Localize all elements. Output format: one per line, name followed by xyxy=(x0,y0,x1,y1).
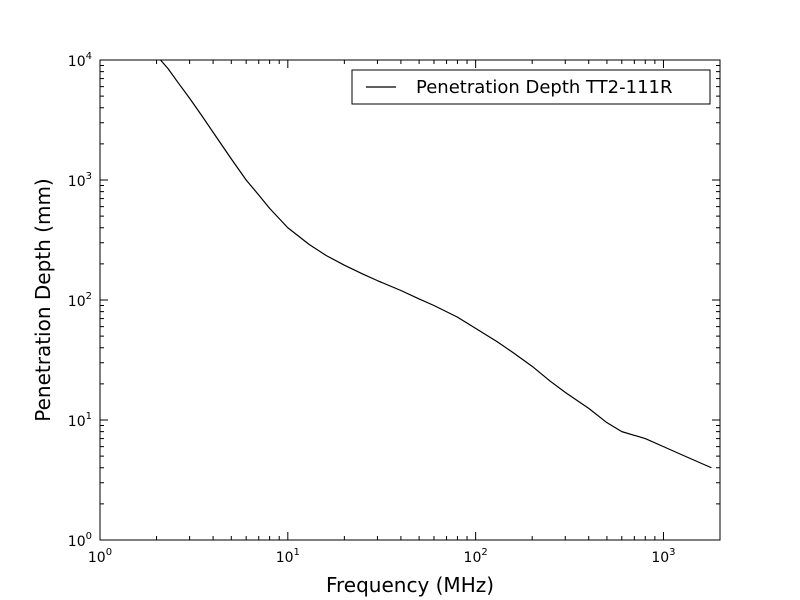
y-tick-label: 100 xyxy=(68,531,92,550)
x-tick-label: 100 xyxy=(88,547,112,566)
y-tick-label: 104 xyxy=(68,51,92,70)
x-tick-label: 101 xyxy=(276,547,300,566)
y-axis-title: Penetration Depth (mm) xyxy=(31,178,55,421)
legend-label: Penetration Depth TT2-111R xyxy=(416,77,673,98)
x-tick-label: 102 xyxy=(464,547,488,566)
plot-frame xyxy=(99,59,721,541)
series-line-penetration-depth xyxy=(160,59,712,469)
ticks-layer xyxy=(99,59,721,541)
x-axis-title: Frequency (MHz) xyxy=(326,573,494,597)
y-tick-label: 101 xyxy=(68,411,92,430)
series-layer xyxy=(160,59,712,469)
legend: Penetration Depth TT2-111R xyxy=(351,69,711,105)
labels-layer: 100 101 102 103 100 101 102 103 104 xyxy=(68,51,676,566)
legend-box xyxy=(351,69,711,105)
plot-area xyxy=(100,60,720,540)
y-tick-label: 102 xyxy=(68,291,92,310)
x-tick-label: 103 xyxy=(651,547,675,566)
y-tick-label: 103 xyxy=(68,171,92,190)
